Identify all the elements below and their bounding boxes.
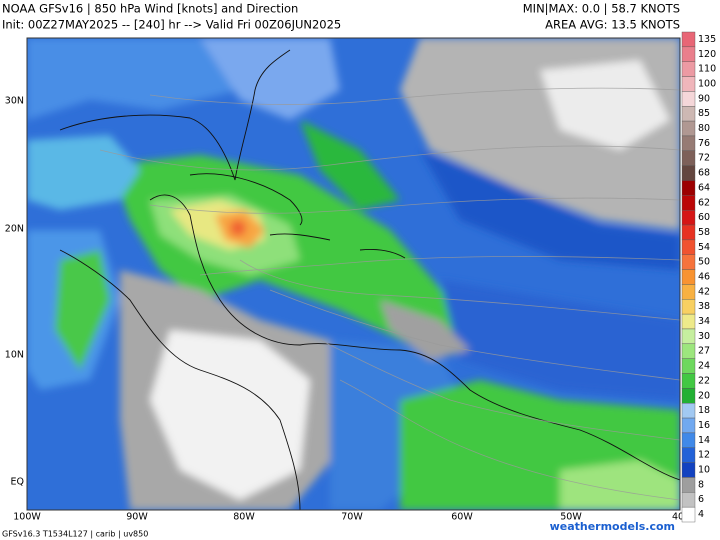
colorbar-label: 30	[698, 331, 710, 342]
colorbar-label: 8	[698, 479, 704, 490]
colorbar-cell	[681, 195, 696, 211]
colorbar-label: 76	[698, 138, 710, 149]
colorbar-cell	[681, 432, 696, 448]
longitude-label: 80W	[233, 512, 255, 523]
colorbar-cell	[681, 328, 696, 345]
colorbar-label: 72	[698, 153, 710, 164]
colorbar-label: 50	[698, 257, 710, 268]
colorbar-cell	[681, 120, 696, 137]
longitude-label: 60W	[451, 512, 473, 523]
coastlines	[59, 49, 680, 510]
colorbar-cell	[681, 358, 696, 374]
longitude-label: 90W	[126, 512, 148, 523]
colorbar-label: 120	[698, 49, 716, 60]
map-frame	[26, 37, 681, 511]
colorbar-label: 60	[698, 212, 710, 223]
colorbar-cell	[681, 239, 696, 255]
colorbar-cell	[681, 135, 696, 151]
colorbar-cell	[681, 150, 696, 166]
model-info: GFSv16.3 T1534L127 | carib | uv850	[2, 530, 148, 539]
colorbar-label: 54	[698, 242, 710, 253]
area-avg: AREA AVG: 13.5 KNOTS	[545, 18, 680, 32]
longitude-labels: 100W 90W 80W 70W 60W 50W 40	[13, 512, 684, 523]
colorbar-label: 16	[698, 420, 710, 431]
colorbar-label: 135	[698, 34, 716, 45]
colorbar-label: 64	[698, 182, 710, 193]
minmax: MIN|MAX: 0.0 | 58.7 KNOTS	[523, 2, 680, 16]
colorbar-label: 24	[698, 361, 710, 372]
colorbar-label: 18	[698, 405, 710, 416]
colorbar: 1351201101009085807672686462605854504642…	[681, 31, 716, 523]
colorbar-label: 38	[698, 301, 710, 312]
colorbar-label: 34	[698, 316, 710, 327]
map	[27, 38, 680, 510]
colorbar-label: 58	[698, 227, 710, 238]
title: NOAA GFSv16 | 850 hPa Wind [knots] and D…	[2, 2, 298, 16]
site-credit: weathermodels.com	[550, 520, 675, 533]
colorbar-cell	[681, 209, 696, 226]
colorbar-label: 10	[698, 465, 710, 476]
longitude-label: 50W	[560, 512, 582, 523]
colorbar-cell	[681, 343, 696, 359]
latitude-label: 30N	[5, 96, 24, 107]
colorbar-cell	[681, 284, 696, 300]
colorbar-label: 85	[698, 108, 710, 119]
colorbar-label: 68	[698, 168, 710, 179]
colorbar-label: 90	[698, 93, 710, 104]
colorbar-cell	[681, 373, 696, 389]
colorbar-label: 22	[698, 375, 710, 386]
latitude-label: 20N	[5, 224, 24, 235]
colorbar-label: 80	[698, 123, 710, 134]
latitude-labels: 30N 20N 10N EQ	[5, 96, 24, 488]
colorbar-cell	[681, 388, 696, 404]
colorbar-label: 14	[698, 435, 710, 446]
colorbar-cell	[681, 61, 696, 77]
colorbar-cell	[681, 76, 696, 92]
colorbar-cell	[681, 165, 696, 181]
colorbar-cell	[681, 417, 696, 434]
colorbar-cell	[681, 224, 696, 241]
streamlines	[99, 87, 680, 501]
colorbar-label: 62	[698, 197, 710, 208]
colorbar-cell	[681, 462, 696, 478]
colorbar-label: 6	[698, 494, 704, 505]
colorbar-cell	[681, 477, 696, 493]
colorbar-cell	[681, 492, 696, 508]
colorbar-label: 27	[698, 346, 710, 357]
colorbar-cell	[681, 46, 696, 62]
colorbar-cell	[681, 31, 696, 48]
colorbar-cell	[681, 447, 696, 463]
colorbar-label: 20	[698, 390, 710, 401]
colorbar-label: 42	[698, 286, 710, 297]
latitude-label: EQ	[11, 477, 24, 488]
colorbar-cell	[681, 180, 696, 196]
colorbar-cell	[681, 313, 696, 330]
init-line: Init: 00Z27MAY2025 -- [240] hr --> Valid…	[2, 18, 341, 32]
colorbar-cell	[681, 106, 696, 122]
longitude-label: 40	[672, 512, 684, 523]
longitude-label: 100W	[13, 512, 41, 523]
latitude-label: 10N	[5, 350, 24, 361]
colorbar-cell	[681, 91, 696, 107]
colorbar-cell	[681, 269, 696, 285]
wind-field	[27, 38, 680, 510]
longitude-label: 70W	[341, 512, 363, 523]
colorbar-label: 4	[698, 509, 704, 520]
colorbar-cell	[681, 254, 696, 270]
colorbar-label: 12	[698, 450, 710, 461]
colorbar-label: 46	[698, 272, 710, 283]
colorbar-label: 110	[698, 64, 716, 75]
colorbar-cell	[681, 299, 696, 315]
colorbar-cell	[681, 403, 696, 419]
colorbar-cell	[681, 506, 696, 523]
colorbar-label: 100	[698, 78, 716, 89]
